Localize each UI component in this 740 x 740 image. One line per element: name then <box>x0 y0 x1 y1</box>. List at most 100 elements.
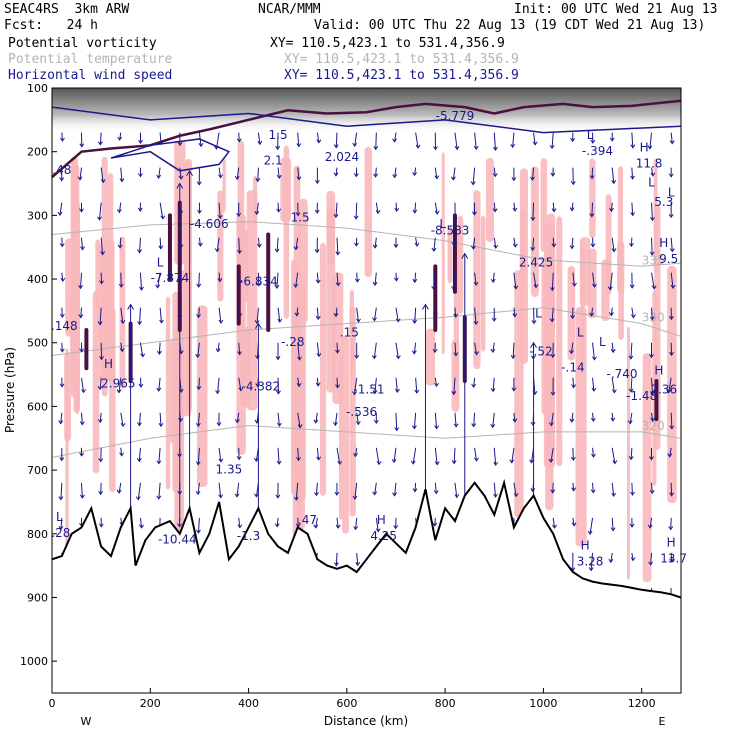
wind-vector <box>473 132 479 151</box>
wind-vector <box>490 342 496 354</box>
upper-level-shading <box>52 88 681 133</box>
wind-vector <box>177 132 183 147</box>
wind-vector <box>551 237 557 248</box>
wind-vector <box>314 167 320 185</box>
wind-vector <box>234 167 240 181</box>
wind-vector <box>473 307 479 326</box>
wind-vector <box>254 202 260 216</box>
wind-vector <box>198 237 203 247</box>
wind-vector <box>474 447 479 462</box>
model-label: SEAC4RS 3km ARW <box>4 2 130 17</box>
wind-vector <box>493 237 499 250</box>
wind-vector <box>431 237 437 252</box>
extremum-label: .28 <box>51 526 70 540</box>
wind-vector <box>668 202 674 219</box>
wind-vector <box>315 272 321 284</box>
wind-vector <box>610 342 616 354</box>
wind-vector <box>116 482 122 494</box>
wind-vector <box>60 272 66 283</box>
wind-vector <box>79 447 85 457</box>
extremum-label: H <box>659 236 668 250</box>
wind-vector <box>394 377 400 393</box>
wind-vector <box>611 237 617 253</box>
wind-vector <box>372 377 378 395</box>
wind-vector <box>159 307 164 324</box>
extremum-label: -10.44 <box>158 532 197 546</box>
wind-vector <box>274 237 280 253</box>
valid-label: Valid: 00 UTC Thu 22 Aug 13 (19 CDT Wed … <box>314 18 706 33</box>
wind-vector <box>296 447 301 462</box>
wind-vector <box>293 272 299 289</box>
wind-vector <box>158 412 164 428</box>
wind-vector <box>60 132 65 142</box>
wind-vector <box>352 482 358 500</box>
wind-vector <box>415 132 421 149</box>
wind-vector <box>215 377 220 395</box>
wind-vector <box>372 307 377 322</box>
wind-vector <box>451 272 456 291</box>
wind-vector <box>471 377 477 389</box>
wind-vector <box>550 377 556 396</box>
wind-vector <box>630 167 636 180</box>
wind-vector <box>196 517 201 534</box>
wind-vector <box>393 517 399 530</box>
wind-vector <box>58 482 64 501</box>
pv-shaded-region <box>575 306 587 547</box>
wind-vector <box>97 132 103 146</box>
wind-vector <box>649 482 655 495</box>
x-tick-label: 0 <box>49 697 56 710</box>
wind-vector <box>139 342 146 358</box>
wind-vector <box>411 342 417 355</box>
plot-frame <box>51 87 682 694</box>
wind-vector <box>276 447 282 465</box>
wind-vector <box>127 303 135 509</box>
theta-contour-label: 320 <box>642 419 665 433</box>
pv-shaded-region <box>332 272 344 405</box>
wind-vector <box>352 377 358 396</box>
wind-vector <box>451 447 457 465</box>
wind-vector <box>373 132 379 151</box>
wind-vector <box>670 272 676 289</box>
legend-pv-xy: XY= 110.5,423.1 to 531.4,356.9 <box>270 36 505 51</box>
wind-vector <box>411 412 417 430</box>
wind-vector <box>630 552 636 562</box>
extremum-label: -1.3 <box>237 529 260 543</box>
wind-vector <box>218 447 224 463</box>
wind-vector <box>461 252 469 509</box>
wind-vector <box>118 272 124 288</box>
pv-shaded-region <box>541 256 552 415</box>
x-end-label-west: W <box>81 715 92 728</box>
wind-vector <box>422 303 429 522</box>
wind-vector <box>120 307 126 325</box>
wind-vector <box>530 412 536 427</box>
wind-vector <box>353 517 359 531</box>
wind-vector <box>336 447 343 466</box>
wind-vector <box>569 202 575 212</box>
theta-contour <box>52 307 681 356</box>
wind-vector <box>470 167 476 186</box>
wind-vector <box>610 412 616 422</box>
wind-vector <box>256 237 262 248</box>
wind-vector <box>530 482 536 493</box>
wind-vector <box>135 482 141 501</box>
wind-vector <box>513 272 519 290</box>
pv-shaded-region <box>441 152 445 355</box>
extremum-label: L <box>439 217 446 231</box>
wind-vector <box>649 307 655 321</box>
wind-vector <box>550 167 556 177</box>
wind-vector <box>434 167 440 180</box>
wind-vector <box>591 447 596 458</box>
wind-vector <box>434 202 440 215</box>
y-tick-label: 1000 <box>20 655 48 668</box>
extremum-label: 5.3 <box>654 195 673 209</box>
extremum-label: -1.48 <box>626 389 657 403</box>
wind-vector <box>156 482 162 500</box>
pv-shaded-region <box>92 290 100 474</box>
wind-vector <box>116 377 122 394</box>
legend-wind-xy: XY= 110.5,423.1 to 531.4,356.9 <box>284 68 519 83</box>
wind-vector <box>392 167 398 179</box>
wind-vector <box>332 412 338 427</box>
wind-vector <box>393 272 399 282</box>
extremum-label: L <box>577 325 584 339</box>
org-label: NCAR/MMM <box>258 2 321 17</box>
